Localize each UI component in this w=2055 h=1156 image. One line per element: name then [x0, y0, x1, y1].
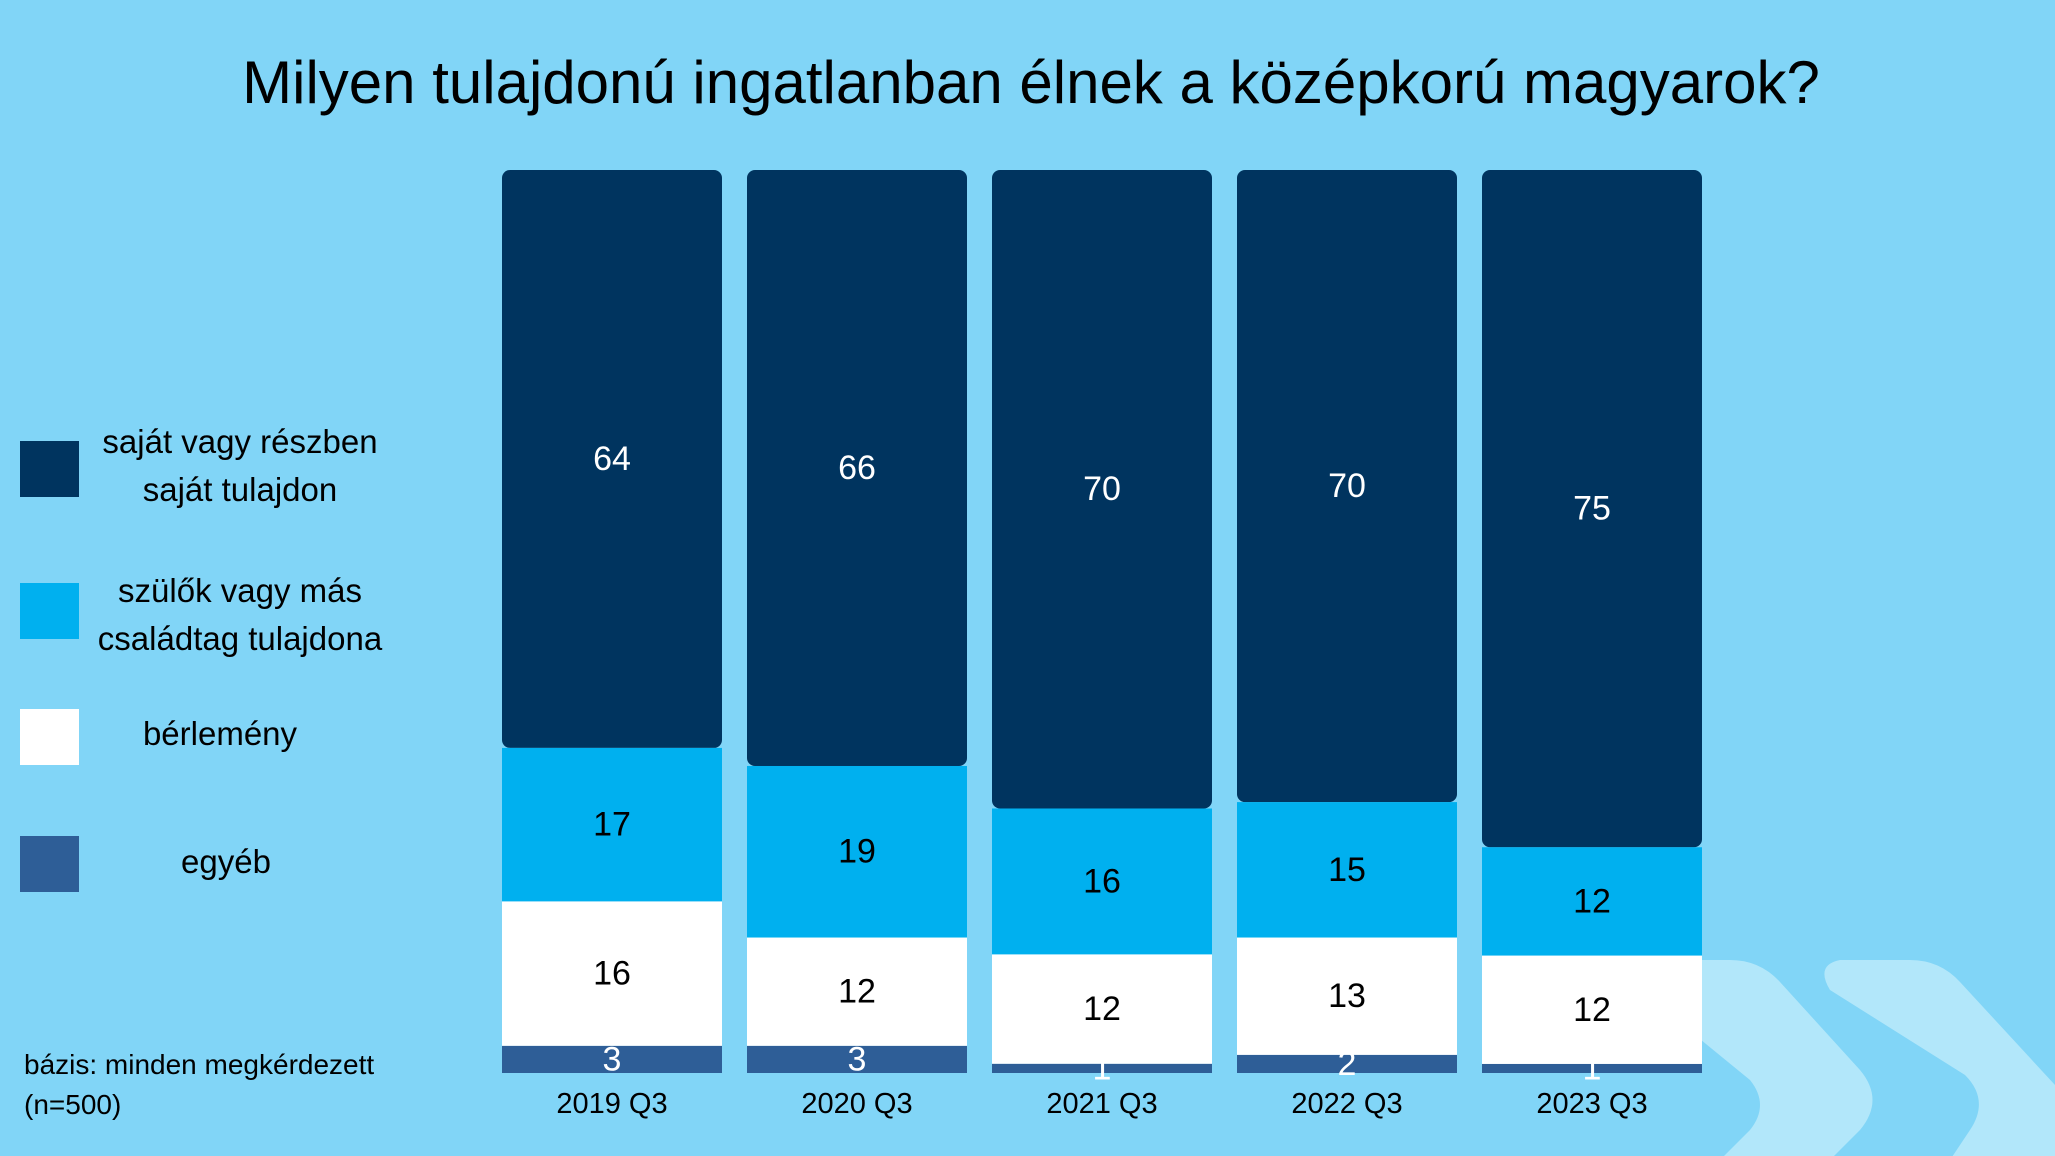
- data-label: 12: [1083, 990, 1121, 1028]
- bar-segment: [1482, 1063, 1702, 1073]
- data-label: 15: [1328, 851, 1366, 889]
- bar-segment: [1237, 937, 1457, 1055]
- footnote: bázis: minden megkérdezett (n=500): [24, 1045, 374, 1125]
- data-label: 70: [1083, 470, 1121, 508]
- legend-item-rent: bérlemény: [60, 710, 380, 758]
- bar-segment: [502, 901, 722, 1046]
- bar-segment: [502, 1045, 722, 1073]
- x-tick-label: 2019 Q3: [556, 1088, 667, 1120]
- chart-title: Milyen tulajdonú ingatlanban élnek a köz…: [242, 49, 1820, 116]
- bar-segment: [502, 747, 722, 902]
- data-label: 12: [1573, 882, 1611, 920]
- x-tick-label: 2022 Q3: [1291, 1088, 1402, 1120]
- legend-label: bérlemény: [142, 715, 298, 752]
- legend-label: saját vagy részben: [102, 423, 378, 460]
- data-label: 12: [838, 973, 876, 1011]
- footnote-sample-size: (n=500): [24, 1089, 122, 1120]
- bar-segment: [992, 170, 1212, 809]
- bar-segment: [747, 937, 967, 1046]
- bar-segment: [1482, 170, 1702, 848]
- bar-segment: [992, 954, 1212, 1064]
- legend-label: saját tulajdon: [142, 471, 338, 508]
- data-label: 16: [593, 955, 631, 993]
- bar-segment: [1237, 170, 1457, 803]
- bar-segment: [1237, 1054, 1457, 1073]
- bar-segment: [1482, 955, 1702, 1064]
- data-label: 16: [1083, 862, 1121, 900]
- data-label: 75: [1573, 490, 1611, 528]
- data-label: 12: [1573, 991, 1611, 1029]
- data-label: 1: [1093, 1049, 1112, 1087]
- bar-segment: [992, 1063, 1212, 1073]
- data-label: 1: [1583, 1049, 1602, 1087]
- x-tick-label: 2021 Q3: [1046, 1088, 1157, 1120]
- legend-swatch-rent: [20, 709, 79, 765]
- legend-label: egyéb: [181, 843, 271, 880]
- bar-segment: [1482, 847, 1702, 956]
- data-label: 70: [1328, 467, 1366, 505]
- legend-label: szülők vagy más: [118, 572, 362, 609]
- data-label: 2: [1338, 1045, 1357, 1083]
- bar-segment: [747, 765, 967, 938]
- legend-label: családtag tulajdona: [97, 620, 383, 657]
- data-label: 3: [603, 1040, 622, 1078]
- bar-segment: [747, 170, 967, 766]
- legend-swatch-family: [20, 583, 79, 639]
- legend-swatch-own: [20, 441, 79, 497]
- bar-segment: [502, 170, 722, 748]
- footnote-basis: bázis: minden megkérdezett: [24, 1049, 375, 1080]
- bar-segment: [992, 808, 1212, 955]
- data-label: 13: [1328, 977, 1366, 1015]
- x-tick-label: 2020 Q3: [801, 1088, 912, 1120]
- data-label: 17: [593, 806, 631, 844]
- legend-swatch-other: [20, 836, 79, 892]
- bar-segment: [1237, 802, 1457, 938]
- data-label: 19: [838, 833, 876, 871]
- bar-segment: [747, 1045, 967, 1073]
- legend-item-other: egyéb: [66, 838, 386, 886]
- legend-item-own: saját vagy részben saját tulajdon: [80, 418, 400, 514]
- legend-item-family: szülők vagy más családtag tulajdona: [80, 567, 400, 663]
- data-label: 64: [593, 440, 631, 478]
- x-tick-label: 2023 Q3: [1536, 1088, 1647, 1120]
- data-label: 66: [838, 449, 876, 487]
- data-label: 3: [848, 1040, 867, 1078]
